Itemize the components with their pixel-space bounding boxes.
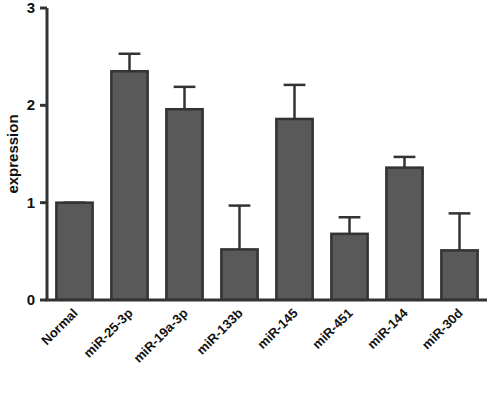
bars [56,71,477,300]
error-cap [284,84,306,87]
error-bars [64,54,471,251]
x-tick-label: Normal [38,306,80,348]
error-bar [394,157,416,168]
error-stem [183,87,186,109]
error-cap [229,204,251,207]
error-stem [348,217,351,234]
y-tick [40,299,47,302]
y-tick-label: 3 [27,0,35,16]
error-cap [64,201,86,204]
chart-container: 0123NormalmiR-25-3pmiR-19a-3pmiR-133bmiR… [0,0,500,398]
x-tick-label: miR-145 [254,306,300,352]
error-stem [238,206,241,250]
bar [166,109,202,300]
y-tick-label: 0 [27,291,35,308]
y-tick [40,201,47,204]
bar [221,249,257,300]
bar [56,203,92,300]
error-cap [394,156,416,159]
x-tick-label: miR-30d [419,305,466,352]
x-axis [46,299,488,302]
bar [276,119,312,300]
error-stem [458,213,461,250]
bar [111,71,147,300]
x-tick-label: miR-144 [364,305,411,352]
bar [331,234,367,300]
y-axis [46,8,49,301]
error-stem [293,85,296,119]
y-tick [40,7,47,10]
y-tick-label: 1 [27,194,35,211]
error-bar [449,213,471,250]
error-cap [119,52,141,55]
error-cap [449,212,471,215]
x-tick-label: miR-133b [194,305,246,357]
x-tick-label: miR-451 [309,306,355,352]
error-cap [339,216,361,219]
error-bar [119,54,141,72]
error-bar [174,87,196,109]
x-tick-label: miR-25-3p [81,305,136,360]
error-cap [174,86,196,89]
y-axis-label: expression [4,114,21,193]
error-stem [403,157,406,168]
chart-svg: 0123NormalmiR-25-3pmiR-19a-3pmiR-133bmiR… [0,0,500,398]
error-stem [128,54,131,72]
error-bar [64,202,86,203]
x-tick-label: miR-19a-3p [130,305,190,365]
error-bar [284,85,306,119]
error-bar [229,206,251,250]
y-tick [40,104,47,107]
bar [386,168,422,300]
bar [441,250,477,300]
error-bar [339,217,361,234]
y-tick-label: 2 [27,96,35,113]
